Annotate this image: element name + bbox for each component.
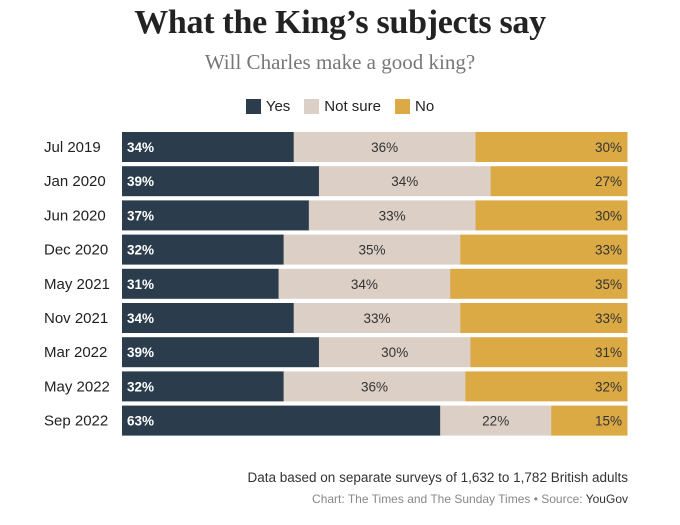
data-label: 33% bbox=[595, 311, 622, 326]
data-label: 32% bbox=[127, 379, 154, 394]
bar-segment-not-sure bbox=[293, 303, 461, 333]
data-label: 34% bbox=[391, 174, 418, 189]
legend-swatch-yes bbox=[245, 99, 261, 114]
credit-text: Chart: The Times and The Sunday Times • … bbox=[312, 492, 583, 506]
bar-segment-no bbox=[450, 268, 628, 299]
legend-label-yes: Yes bbox=[265, 98, 291, 115]
data-label: 34% bbox=[127, 140, 154, 155]
data-label: 36% bbox=[361, 379, 388, 394]
bar-segment-not-sure bbox=[283, 371, 466, 402]
credit-source: YouGov bbox=[585, 492, 628, 506]
chart-subtitle: Will Charles make a good king? bbox=[204, 50, 476, 74]
bar-segment-not-sure bbox=[440, 405, 552, 436]
bar-segment-not-sure bbox=[318, 337, 471, 368]
bar-segment-not-sure bbox=[293, 132, 476, 162]
data-label: 30% bbox=[595, 140, 622, 155]
category-label: Sep 2022 bbox=[44, 413, 108, 430]
bar-segment-not-sure bbox=[278, 268, 451, 299]
bar-segment-yes bbox=[122, 303, 295, 333]
data-label: 15% bbox=[595, 414, 622, 429]
bar-segment-not-sure bbox=[318, 166, 492, 197]
category-label: Jul 2019 bbox=[44, 139, 101, 156]
data-label: 30% bbox=[595, 208, 622, 223]
chart-credit: Chart: The Times and The Sunday Times • … bbox=[312, 492, 628, 506]
data-label: 37% bbox=[127, 208, 154, 223]
data-label: 22% bbox=[482, 414, 509, 429]
data-label: 34% bbox=[127, 311, 154, 326]
data-label: 39% bbox=[127, 345, 154, 360]
legend-item-not-sure: Not sure bbox=[304, 98, 381, 115]
bar-segment-no bbox=[551, 405, 628, 436]
data-label: 33% bbox=[364, 311, 391, 326]
bar-segment-no bbox=[460, 234, 628, 265]
data-label: 36% bbox=[371, 140, 398, 155]
chart-title: What the King’s subjects say bbox=[134, 4, 546, 41]
category-label: Mar 2022 bbox=[44, 344, 107, 361]
category-label: Jun 2020 bbox=[44, 207, 106, 224]
bar-segment-yes bbox=[122, 166, 320, 197]
legend-item-yes: Yes bbox=[245, 98, 291, 115]
bar-segment-no bbox=[465, 371, 628, 402]
category-label: Jan 2020 bbox=[44, 173, 106, 190]
data-label: 32% bbox=[595, 379, 622, 394]
data-label: 31% bbox=[595, 345, 622, 360]
bar-segment-yes bbox=[122, 268, 280, 299]
data-label: 35% bbox=[595, 277, 622, 292]
bar-segment-no bbox=[475, 200, 628, 231]
bar-segment-yes bbox=[122, 132, 295, 162]
legend: Yes Not sure No bbox=[0, 98, 680, 115]
data-label: 30% bbox=[381, 345, 408, 360]
data-label: 39% bbox=[127, 174, 154, 189]
legend-swatch-no bbox=[395, 99, 410, 114]
data-label: 33% bbox=[379, 208, 406, 223]
data-label: 33% bbox=[595, 243, 622, 258]
data-label: 35% bbox=[358, 243, 385, 258]
category-label: Dec 2020 bbox=[44, 242, 108, 259]
category-label: Nov 2021 bbox=[44, 310, 108, 327]
data-note: Data based on separate surveys of 1,632 … bbox=[247, 470, 629, 485]
data-label: 27% bbox=[595, 174, 622, 189]
category-label: May 2021 bbox=[44, 276, 110, 293]
legend-swatch-not-sure bbox=[304, 99, 320, 114]
bar-segment-no bbox=[475, 132, 628, 162]
bar-segment-no bbox=[470, 337, 628, 368]
bar-segment-yes bbox=[122, 371, 285, 402]
data-label: 31% bbox=[127, 277, 154, 292]
data-label: 34% bbox=[351, 277, 378, 292]
legend-item-no: No bbox=[395, 98, 434, 115]
data-label: 63% bbox=[127, 414, 154, 429]
data-label: 32% bbox=[127, 243, 154, 258]
legend-label-no: No bbox=[415, 98, 435, 115]
bar-segment-no bbox=[460, 303, 628, 333]
bar-segment-yes bbox=[122, 234, 285, 265]
bar-segment-no bbox=[490, 166, 628, 197]
bar-segment-yes bbox=[122, 337, 320, 368]
bar-segment-not-sure bbox=[308, 200, 476, 231]
bar-segment-not-sure bbox=[283, 234, 461, 265]
bar-segment-yes bbox=[122, 200, 310, 231]
legend-label-not-sure: Not sure bbox=[324, 98, 381, 115]
bar-segment-yes bbox=[122, 405, 441, 436]
category-label: May 2022 bbox=[44, 378, 110, 395]
